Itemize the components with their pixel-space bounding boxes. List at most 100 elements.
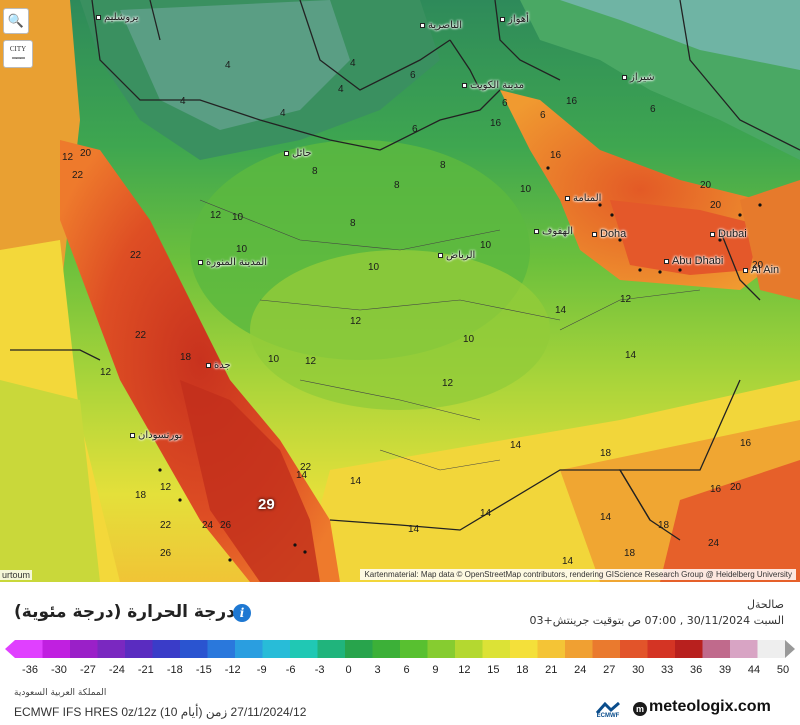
temperature-value: 16 [550, 150, 562, 161]
legend-panel: درجة الحرارة (درجة مئوية) i صالحةل السبت… [0, 582, 800, 725]
map-attribution[interactable]: Kartenmaterial: Map data © OpenStreetMap… [360, 569, 796, 580]
temperature-value: 26 [160, 548, 172, 559]
temperature-value: 26 [220, 520, 232, 531]
scale-tick-label: 12 [458, 664, 471, 676]
temperature-value: 12 [160, 482, 172, 493]
scale-segment [510, 640, 538, 658]
scale-tick-label: 21 [545, 664, 558, 676]
city-label[interactable]: الهفوف [534, 226, 573, 237]
scale-tick-label: -3 [314, 664, 325, 676]
temperature-value: 10 [368, 262, 380, 273]
region-label: المملكة العربية السعودية [14, 688, 107, 698]
scale-segment [455, 640, 483, 658]
temperature-value: 6 [650, 104, 656, 115]
scale-segment [70, 640, 98, 658]
temperature-value: 12 [100, 367, 112, 378]
temperature-value: 14 [562, 556, 574, 567]
city-label[interactable]: المدينة المنورة [198, 257, 267, 268]
scale-tick-label: 3 [374, 664, 381, 676]
scale-segment [400, 640, 428, 658]
scale-tick-label: 0 [345, 664, 352, 676]
temperature-value: 22 [130, 250, 142, 261]
scale-tick-label: 44 [747, 664, 761, 676]
scale-segment [675, 640, 703, 658]
temperature-value: 8 [440, 160, 446, 171]
temperature-value: 10 [463, 334, 475, 345]
info-icon[interactable]: i [233, 604, 251, 622]
temperature-value: 4 [280, 108, 286, 119]
temperature-value: 14 [408, 524, 420, 535]
scale-tick-label: -36 [22, 664, 38, 676]
city-label[interactable]: مدينة الكويت [462, 80, 524, 91]
city-label[interactable]: المنامة [565, 193, 601, 204]
city-label[interactable]: يروشليم [96, 12, 139, 23]
edge-city-label: urtoum [0, 570, 33, 580]
scale-tick-label: 50 [776, 664, 790, 676]
scale-segment [647, 640, 676, 658]
scale-segment [207, 640, 236, 658]
city-toggle-button[interactable]: CITY ═══ [3, 40, 33, 68]
temperature-value: 22 [135, 330, 147, 341]
meteologix-brand[interactable]: m meteologix.com [633, 698, 771, 716]
scale-tick-label: 9 [432, 664, 439, 676]
temperature-value: 22 [72, 170, 84, 181]
scale-segment [482, 640, 511, 658]
scale-segment [97, 640, 126, 658]
temperature-value: 14 [555, 305, 567, 316]
city-label[interactable]: Dubai [710, 228, 747, 240]
scale-segment [262, 640, 291, 658]
city-label[interactable]: الرياض [438, 250, 475, 261]
city-label[interactable]: الناصرية [420, 20, 462, 31]
temperature-value: 12 [62, 152, 74, 163]
scale-segment [42, 640, 71, 658]
valid-label: صالحةل [746, 598, 784, 611]
temperature-value: 18 [624, 548, 636, 559]
city-label[interactable]: حائل [284, 148, 312, 159]
scale-segment [180, 640, 208, 658]
city-label[interactable]: بورتسودان [130, 430, 182, 441]
temperature-value: 14 [510, 440, 522, 451]
scale-tick-label: -27 [79, 664, 96, 676]
temperature-value: 4 [338, 84, 344, 95]
scale-tick-label: 24 [574, 664, 587, 676]
scale-segment [345, 640, 373, 658]
scale-segment [620, 640, 648, 658]
temperature-value: 4 [180, 96, 186, 107]
temperature-value: 8 [312, 166, 318, 177]
scale-segment [730, 640, 758, 658]
scale-segment [702, 640, 731, 658]
scale-segment [372, 640, 401, 658]
model-run-info: ECMWF IFS HRES 0z/12z (10 أيام) 27/11/20… [14, 705, 307, 719]
scale-segment [125, 640, 153, 658]
temperature-value: 20 [710, 200, 722, 211]
city-label[interactable]: Doha [592, 228, 626, 240]
temperature-value: 12 [305, 356, 317, 367]
temperature-value: 20 [752, 260, 764, 271]
temperature-value: 18 [600, 448, 612, 459]
temperature-value: 10 [480, 240, 492, 251]
scale-tick-label: -6 [285, 664, 296, 676]
temperature-map[interactable]: يروشليم الناصرية أهواز مدينة الكويت شيرا… [0, 0, 800, 582]
scale-tick-label: -15 [195, 664, 212, 676]
temperature-value: 29 [258, 496, 275, 513]
city-label[interactable]: Al Ain [743, 264, 779, 276]
temperature-value: 10 [268, 354, 280, 365]
city-label[interactable]: شيراز [622, 72, 655, 83]
city-label[interactable]: Abu Dhabi [664, 255, 723, 267]
temperature-value: 18 [180, 352, 192, 363]
temperature-value: 18 [135, 490, 147, 501]
temperature-value: 22 [300, 462, 312, 473]
temperature-value: 14 [600, 512, 612, 523]
scale-tick-label: 18 [516, 664, 529, 676]
scale-tick-label: -30 [51, 664, 67, 676]
temperature-value: 24 [202, 520, 214, 531]
temperature-color-scale [5, 640, 795, 658]
zoom-button[interactable]: 🔍 [3, 8, 29, 34]
city-label[interactable]: أهواز [500, 14, 529, 25]
scale-min-arrow [5, 640, 15, 658]
temperature-value: 22 [160, 520, 172, 531]
city-label[interactable]: جدة [206, 360, 231, 371]
scale-tick-label: 6 [403, 664, 410, 676]
ecmwf-logo[interactable]: ECMWF [591, 700, 625, 722]
